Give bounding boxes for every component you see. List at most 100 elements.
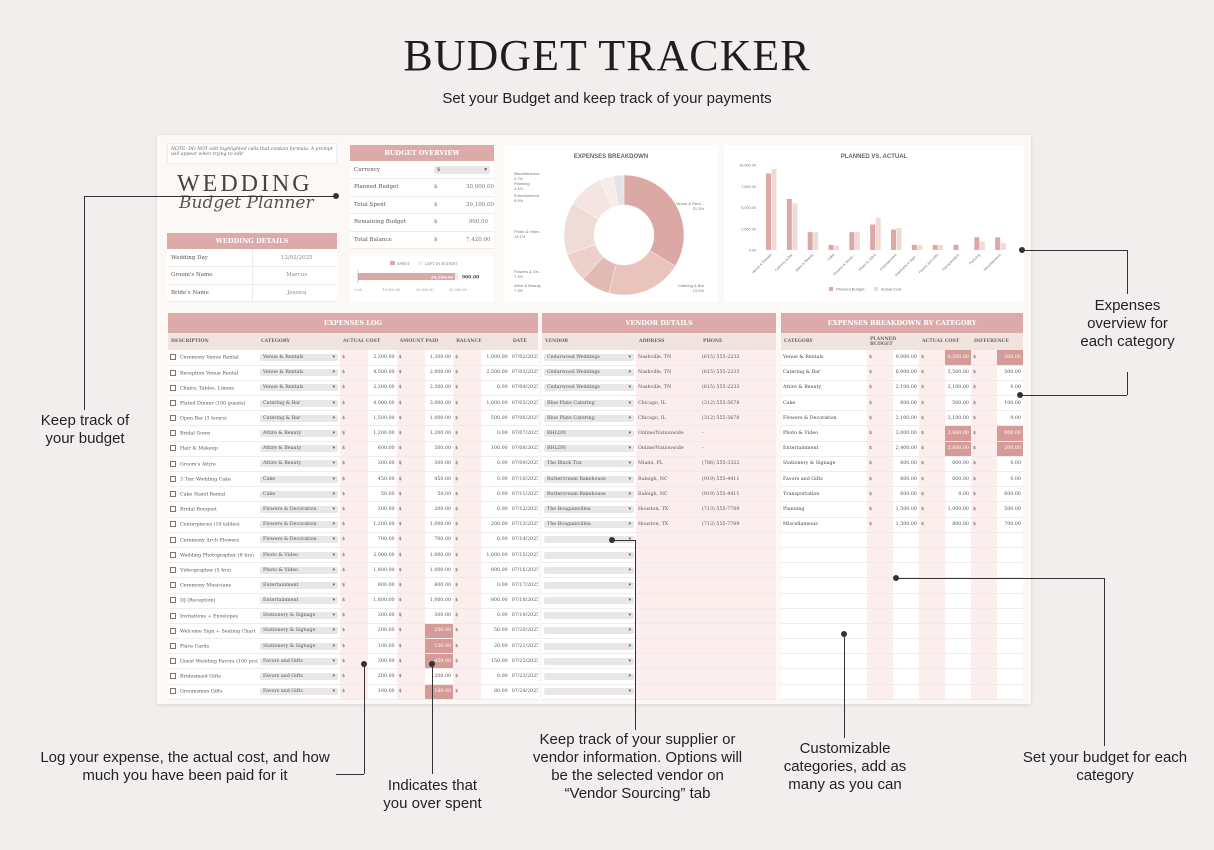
planned-budget[interactable]	[893, 562, 919, 579]
expense-description[interactable]: Reception Venue Rental	[180, 371, 239, 377]
expense-date[interactable]: 07/08/2025	[509, 441, 538, 457]
category-dropdown[interactable]: Catering & Bar ▾	[260, 399, 338, 407]
category-name[interactable]: Attire & Beauty	[781, 380, 867, 397]
expense-checkbox[interactable]	[170, 445, 176, 452]
planned-budget[interactable]: 3,000.00	[893, 425, 919, 442]
actual-cost[interactable]: 450.00	[368, 471, 397, 488]
vendor-dropdown[interactable]: Cedarwood Weddings ▾	[544, 384, 634, 392]
expense-description[interactable]: Videographer (5 hrs)	[180, 568, 231, 574]
expense-date[interactable]: 07/18/2025	[509, 593, 538, 609]
expense-checkbox[interactable]	[170, 582, 176, 589]
expense-checkbox[interactable]	[170, 415, 176, 422]
vendor-dropdown[interactable]: ▾	[544, 581, 634, 589]
actual-cost[interactable]: 2,000.00	[368, 547, 397, 564]
planned-budget[interactable]	[893, 593, 919, 609]
category-name[interactable]	[781, 638, 867, 655]
amount-paid[interactable]: 500.00	[424, 441, 454, 457]
vendor-dropdown[interactable]: The Bougainvillea ▾	[544, 505, 634, 513]
category-dropdown[interactable]: Flowers & Decoration ▾	[260, 536, 338, 544]
category-name[interactable]	[781, 593, 867, 609]
category-dropdown[interactable]: Entertainment ▾	[260, 581, 338, 589]
expense-date[interactable]: 07/15/2025	[509, 547, 538, 564]
detail-value[interactable]: Marcus	[251, 266, 337, 285]
amount-paid[interactable]: 2,300.00	[424, 380, 454, 397]
planned-budget[interactable]: 600.00	[893, 395, 919, 412]
category-dropdown[interactable]: Cake ▾	[260, 475, 338, 483]
actual-cost[interactable]: 1,800.00	[368, 593, 397, 609]
vendor-dropdown[interactable]: Cedarwood Weddings ▾	[544, 369, 634, 377]
vendor-dropdown[interactable]: ▾	[544, 566, 634, 574]
category-dropdown[interactable]: Venue & Rentals ▾	[260, 384, 338, 392]
category-dropdown[interactable]: Favors and Gifts ▾	[260, 688, 338, 696]
expense-checkbox[interactable]	[170, 399, 176, 406]
expense-date[interactable]: 07/22/2025	[509, 653, 538, 670]
vendor-dropdown[interactable]: BHLDN ▾	[544, 430, 634, 438]
expense-date[interactable]: 07/23/2025	[509, 668, 538, 685]
expense-date[interactable]: 07/03/2025	[509, 365, 538, 381]
expense-description[interactable]: Ceremony Venue Rental	[180, 355, 239, 361]
vendor-dropdown[interactable]: BHLDN ▾	[544, 445, 634, 453]
expense-date[interactable]: 07/20/2025	[509, 623, 538, 640]
actual-cost[interactable]: 1,200.00	[368, 425, 397, 442]
expense-checkbox[interactable]	[170, 460, 176, 467]
expense-description[interactable]: DJ (Reception)	[180, 598, 216, 604]
expense-date[interactable]: 07/24/2025	[509, 684, 538, 700]
vendor-dropdown[interactable]: The Black Tux ▾	[544, 460, 634, 468]
vendor-dropdown[interactable]: Cedarwood Weddings ▾	[544, 353, 634, 361]
actual-cost[interactable]: 300.00	[368, 456, 397, 473]
category-name[interactable]: Favors and Gifts	[781, 471, 867, 488]
expense-checkbox[interactable]	[170, 612, 176, 619]
expense-date[interactable]: 07/04/2025	[509, 380, 538, 397]
amount-paid[interactable]: 1,300.00	[424, 350, 454, 366]
category-name[interactable]	[781, 547, 867, 564]
vendor-dropdown[interactable]: Buttercream Bakehouse ▾	[544, 490, 634, 498]
actual-cost[interactable]: 800.00	[368, 577, 397, 594]
expense-checkbox[interactable]	[170, 521, 176, 528]
amount-paid[interactable]: 1,000.00	[424, 547, 454, 564]
expense-checkbox[interactable]	[170, 597, 176, 604]
expense-description[interactable]: Chairs, Tables, Linens	[180, 386, 234, 392]
actual-cost[interactable]: 200.00	[368, 668, 397, 685]
expense-checkbox[interactable]	[170, 551, 176, 558]
vendor-dropdown[interactable]: ▾	[544, 688, 634, 696]
expense-description[interactable]: Place Cards	[180, 644, 210, 650]
category-dropdown[interactable]: Attire & Beauty ▾	[260, 430, 338, 438]
actual-cost[interactable]: 1,500.00	[368, 410, 397, 427]
expense-checkbox[interactable]	[170, 536, 176, 543]
amount-paid[interactable]: 800.00	[424, 577, 454, 594]
expense-checkbox[interactable]	[170, 491, 176, 498]
amount-paid[interactable]: 1,000.00	[424, 517, 454, 533]
expense-description[interactable]: Hair & Makeup	[180, 446, 218, 452]
amount-paid[interactable]: 1,000.00	[424, 562, 454, 579]
expense-description[interactable]: 3 Tier Wedding Cake	[180, 477, 231, 483]
vendor-dropdown[interactable]: ▾	[544, 612, 634, 620]
category-dropdown[interactable]: Stationery & Signage ▾	[260, 612, 338, 620]
expense-checkbox[interactable]	[170, 354, 176, 361]
category-name[interactable]	[781, 684, 867, 700]
actual-cost[interactable]: 100.00	[368, 638, 397, 655]
vendor-dropdown[interactable]: Blue Plate Catering ▾	[544, 414, 634, 422]
category-dropdown[interactable]: Cake ▾	[260, 490, 338, 498]
category-dropdown[interactable]: Favors and Gifts ▾	[260, 657, 338, 665]
expense-date[interactable]: 07/07/2025	[509, 425, 538, 442]
expense-description[interactable]: Wedding Photographer (8 hrs)	[180, 553, 254, 559]
category-name[interactable]: Photo & Video	[781, 425, 867, 442]
category-name[interactable]	[781, 653, 867, 670]
vendor-dropdown[interactable]: The Bougainvillea ▾	[544, 521, 634, 529]
category-dropdown[interactable]: Attire & Beauty ▾	[260, 460, 338, 468]
category-name[interactable]: Planning	[781, 501, 867, 518]
expense-description[interactable]: Ceremony Musicians	[180, 583, 232, 589]
actual-cost[interactable]: 2,300.00	[368, 350, 397, 366]
category-name[interactable]: Transportation	[781, 486, 867, 503]
category-dropdown[interactable]: Venue & Rentals ▾	[260, 369, 338, 377]
category-dropdown[interactable]: Photo & Video ▾	[260, 551, 338, 559]
expense-checkbox[interactable]	[170, 506, 176, 513]
amount-paid[interactable]: 180.00	[424, 684, 454, 700]
planned-budget[interactable]	[893, 623, 919, 640]
category-dropdown[interactable]: Stationery & Signage ▾	[260, 642, 338, 650]
actual-cost[interactable]: 300.00	[368, 608, 397, 624]
amount-paid[interactable]: 1,000.00	[424, 593, 454, 609]
amount-paid[interactable]: 450.00	[424, 471, 454, 488]
actual-cost[interactable]: 4,000.00	[368, 395, 397, 412]
expense-date[interactable]: 07/11/2025	[509, 486, 538, 503]
